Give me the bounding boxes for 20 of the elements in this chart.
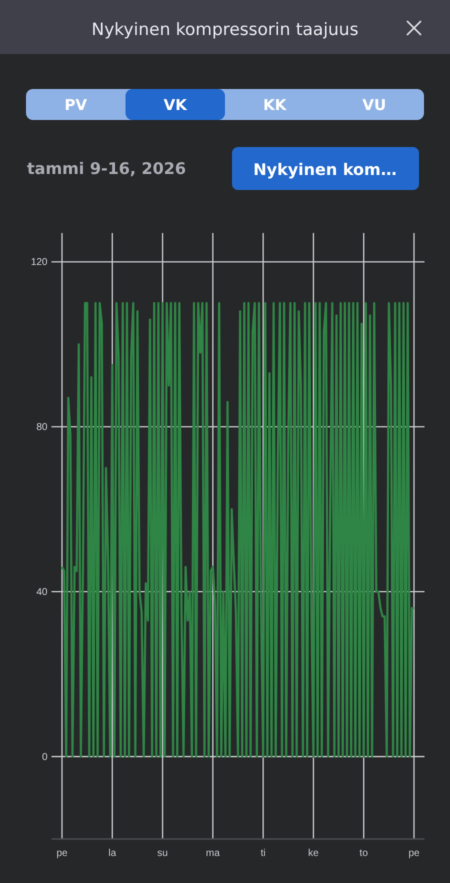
line-series (60, 302, 416, 758)
x-tick-label: to (360, 848, 368, 860)
y-tick-label: 120 (30, 257, 48, 268)
y-tick-label: 80 (36, 422, 48, 433)
x-tick-label: ti (260, 848, 266, 860)
y-tick-label: 0 (42, 752, 48, 763)
x-tick-label: pe (408, 848, 420, 860)
y-tick-label: 40 (36, 586, 48, 598)
x-tick-label: pe (56, 848, 68, 860)
x-tick-label: ke (308, 848, 320, 860)
text: PV (64, 96, 88, 114)
x-tick-label: la (108, 848, 117, 860)
x-tick-label: su (157, 848, 168, 860)
text: Nykyinen kom… (253, 160, 397, 179)
text: VK (164, 96, 188, 114)
text: KK (263, 96, 288, 114)
x-tick-label: ma (206, 848, 220, 860)
chart-title: Nykyinen kompressorin taajuus (92, 20, 359, 40)
chart-subtitle: tammi 9-16, 2026 (27, 159, 186, 178)
text: VU (362, 96, 386, 114)
